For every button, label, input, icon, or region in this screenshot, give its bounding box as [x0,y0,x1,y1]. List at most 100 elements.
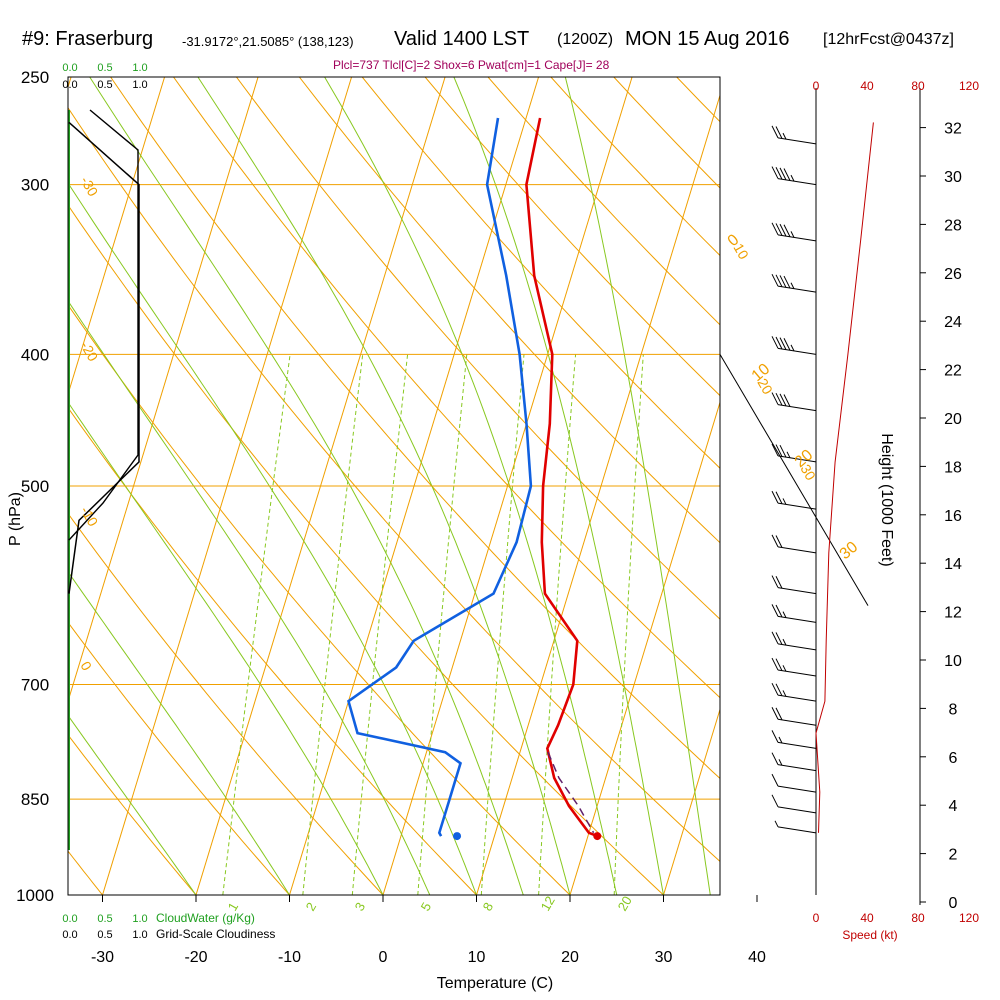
wind-barb-staff [777,669,817,677]
cloudiness-tick-bottom: 0.5 [97,929,112,941]
mixing-ratio-label: 2 [303,900,320,914]
wind-barb-flag [771,392,779,405]
station-coords: -31.9172°,21.5085° (138,123) [182,34,354,49]
cloudiness-tick-bottom: 0.0 [62,929,77,941]
surface-dewpoint-point [453,832,462,841]
height-tick-label: 4 [949,798,958,815]
height-tick-label: 8 [949,701,958,718]
wind-barb-flag [779,223,787,237]
speed-tick-top: 0 [813,79,820,93]
height-axis-label: Height (1000 Feet) [878,433,895,566]
x-axis-label: Temperature (C) [437,975,553,992]
wind-barb-flag [771,125,779,139]
wind-barb-staff [777,234,817,242]
speed-tick-bottom: 80 [911,911,925,925]
height-tick-label: 30 [944,169,962,186]
wind-barb-staff [777,643,817,651]
wind-barb [771,392,817,412]
wind-barb-staff [777,285,817,293]
surface-temperature-point [593,832,602,841]
moist-adiabat-line [68,401,384,895]
cloudiness-tick-top: 1.0 [132,79,147,91]
dry-adiabat-line [172,77,720,699]
wind-barb-staff [777,615,817,623]
x-tick-label: 40 [748,949,766,966]
wind-barb [771,273,817,293]
height-tick-label: 6 [949,750,958,767]
x-tick-label: 0 [379,949,388,966]
wind-barb-flag [775,166,783,180]
isotherm-line [851,77,1000,895]
speed-tick-top: 80 [911,79,925,93]
wind-barb-staff [777,455,817,463]
mixing-ratio-label: 12 [538,893,558,913]
p-tick-label: 500 [21,477,49,496]
forecast-date: MON 15 Aug 2016 [625,28,790,50]
wind-barb-flag [771,773,779,787]
wind-barb [774,820,817,834]
height-tick-label: 24 [944,314,962,331]
dry-adiabat-line [0,53,9,895]
y-axis-label: P (hPa) [7,492,24,546]
wind-barb-flag [775,707,783,721]
dry-adiabat-line [487,77,720,326]
height-tick-label: 22 [944,363,962,380]
wind-barb-flag [775,126,783,139]
wind-barb-staff [777,546,817,554]
tropopause-edge [719,354,869,606]
wind-barb-flag [779,337,787,350]
wind-panel [771,88,874,895]
dry-adiabat-line [361,77,720,469]
dry-adiabat-line [235,77,720,620]
mixing-ratio-label: 5 [418,900,435,914]
wind-barb-half-flag [778,759,783,766]
cloudwater-tick-bottom: 0.0 [62,913,77,925]
height-tick-label: 0 [949,895,958,912]
cloudwater-tick-top: 1.0 [132,62,147,74]
cloud-panel [68,109,140,850]
wind-barb [771,752,817,772]
wind-barb-flag [775,223,783,236]
wind-barb [771,657,817,677]
wind-barb-half-flag [782,690,787,697]
cloudiness-tick-top: 0.5 [97,79,112,91]
dry-adiabat-label: 20 [754,376,776,398]
x-tick-label: -20 [184,949,207,966]
p-tick-label: 400 [21,345,49,364]
mixing-ratio-label: 3 [352,900,369,914]
height-tick-label: 26 [944,266,962,283]
wind-barb [771,125,817,145]
wind-barb-half-flag [774,820,779,828]
wind-barb-staff [777,587,817,595]
wind-barb-half-flag [782,611,787,618]
wind-barb-flag [775,658,783,671]
wind-barb-flag [771,631,779,645]
dry-adiabat-line [965,53,1000,895]
stability-indices: Plcl=737 Tlcl[C]=2 Shox=6 Pwat[cm]=1 Cap… [333,58,610,72]
wind-barb [771,604,817,623]
dry-adiabat-line [298,77,720,544]
mixing-ratio-label: 20 [615,893,635,913]
wind-barb-half-flag [786,451,791,459]
wind-barb-flag [783,275,791,289]
wind-barb [771,794,817,814]
speed-tick-top: 40 [860,79,874,93]
wind-barb [771,631,817,651]
cloudiness-label: Grid-Scale Cloudiness [156,927,275,941]
wind-barb-flag [779,167,787,181]
wind-barb-flag [775,274,783,288]
moist-adiabat-line [89,77,524,895]
wind-barb-flag [771,604,779,617]
wind-barb [771,682,817,702]
moist-adiabat-line [453,77,664,895]
p-tick-label: 250 [21,68,49,87]
wind-barb-flag [771,443,779,457]
wind-barb-flag [775,336,783,350]
zulu-time: (1200Z) [557,31,614,48]
wind-barb-half-flag [790,174,795,182]
wind-barb-staff [777,404,817,412]
wind-barb-flag [779,444,787,458]
p-tick-label: 1000 [16,886,54,905]
moist-adiabat-line [197,77,571,895]
